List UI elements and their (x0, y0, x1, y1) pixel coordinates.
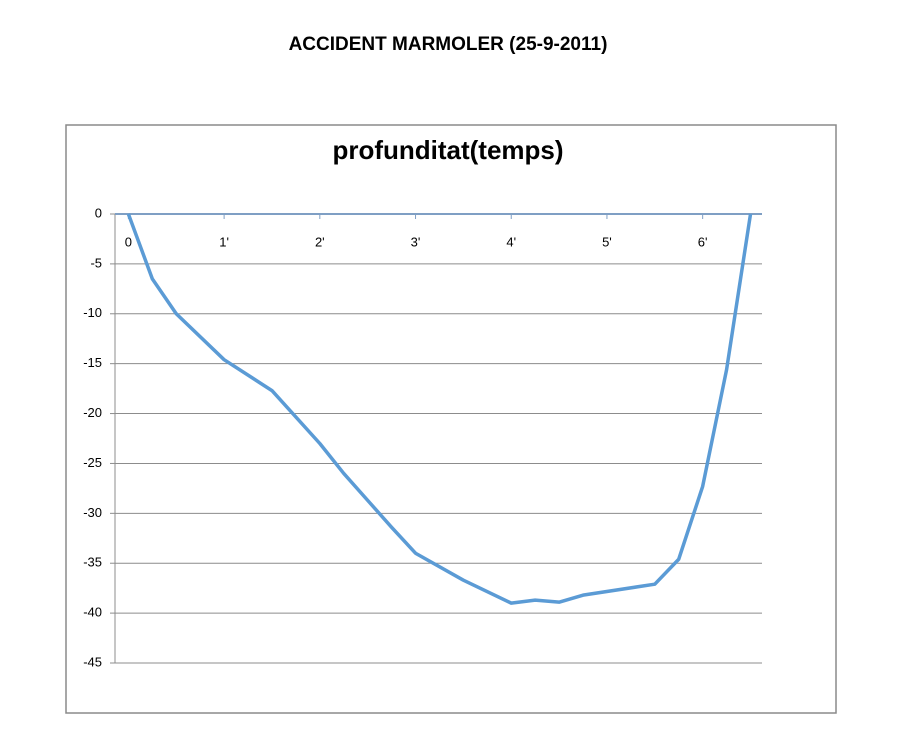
data-line (126, 213, 753, 605)
x-tick-label: 4' (506, 234, 516, 249)
y-tick-label: 0 (95, 205, 102, 220)
x-tick-label: 3' (411, 234, 421, 249)
x-tick-label: 2' (315, 234, 325, 249)
page-title: ACCIDENT MARMOLER (25-9-2011) (289, 34, 608, 55)
y-tick-label: -45 (83, 654, 102, 669)
y-tick-label: -35 (83, 555, 102, 570)
y-tick-label: -30 (83, 505, 102, 520)
x-tick-label: 0 (125, 234, 132, 249)
x-tick-label: 5' (602, 234, 612, 249)
x-tick-label: 6' (698, 234, 708, 249)
y-tick-label: -40 (83, 605, 102, 620)
y-tick-label: -25 (83, 455, 102, 470)
y-tick-label: -5 (90, 255, 102, 270)
y-tick-label: -15 (83, 355, 102, 370)
y-tick-label: -10 (83, 305, 102, 320)
x-tick-label: 1' (219, 234, 229, 249)
chart-title: profunditat(temps) (332, 135, 563, 165)
y-tick-label: -20 (83, 405, 102, 420)
chart-frame (65, 124, 837, 714)
